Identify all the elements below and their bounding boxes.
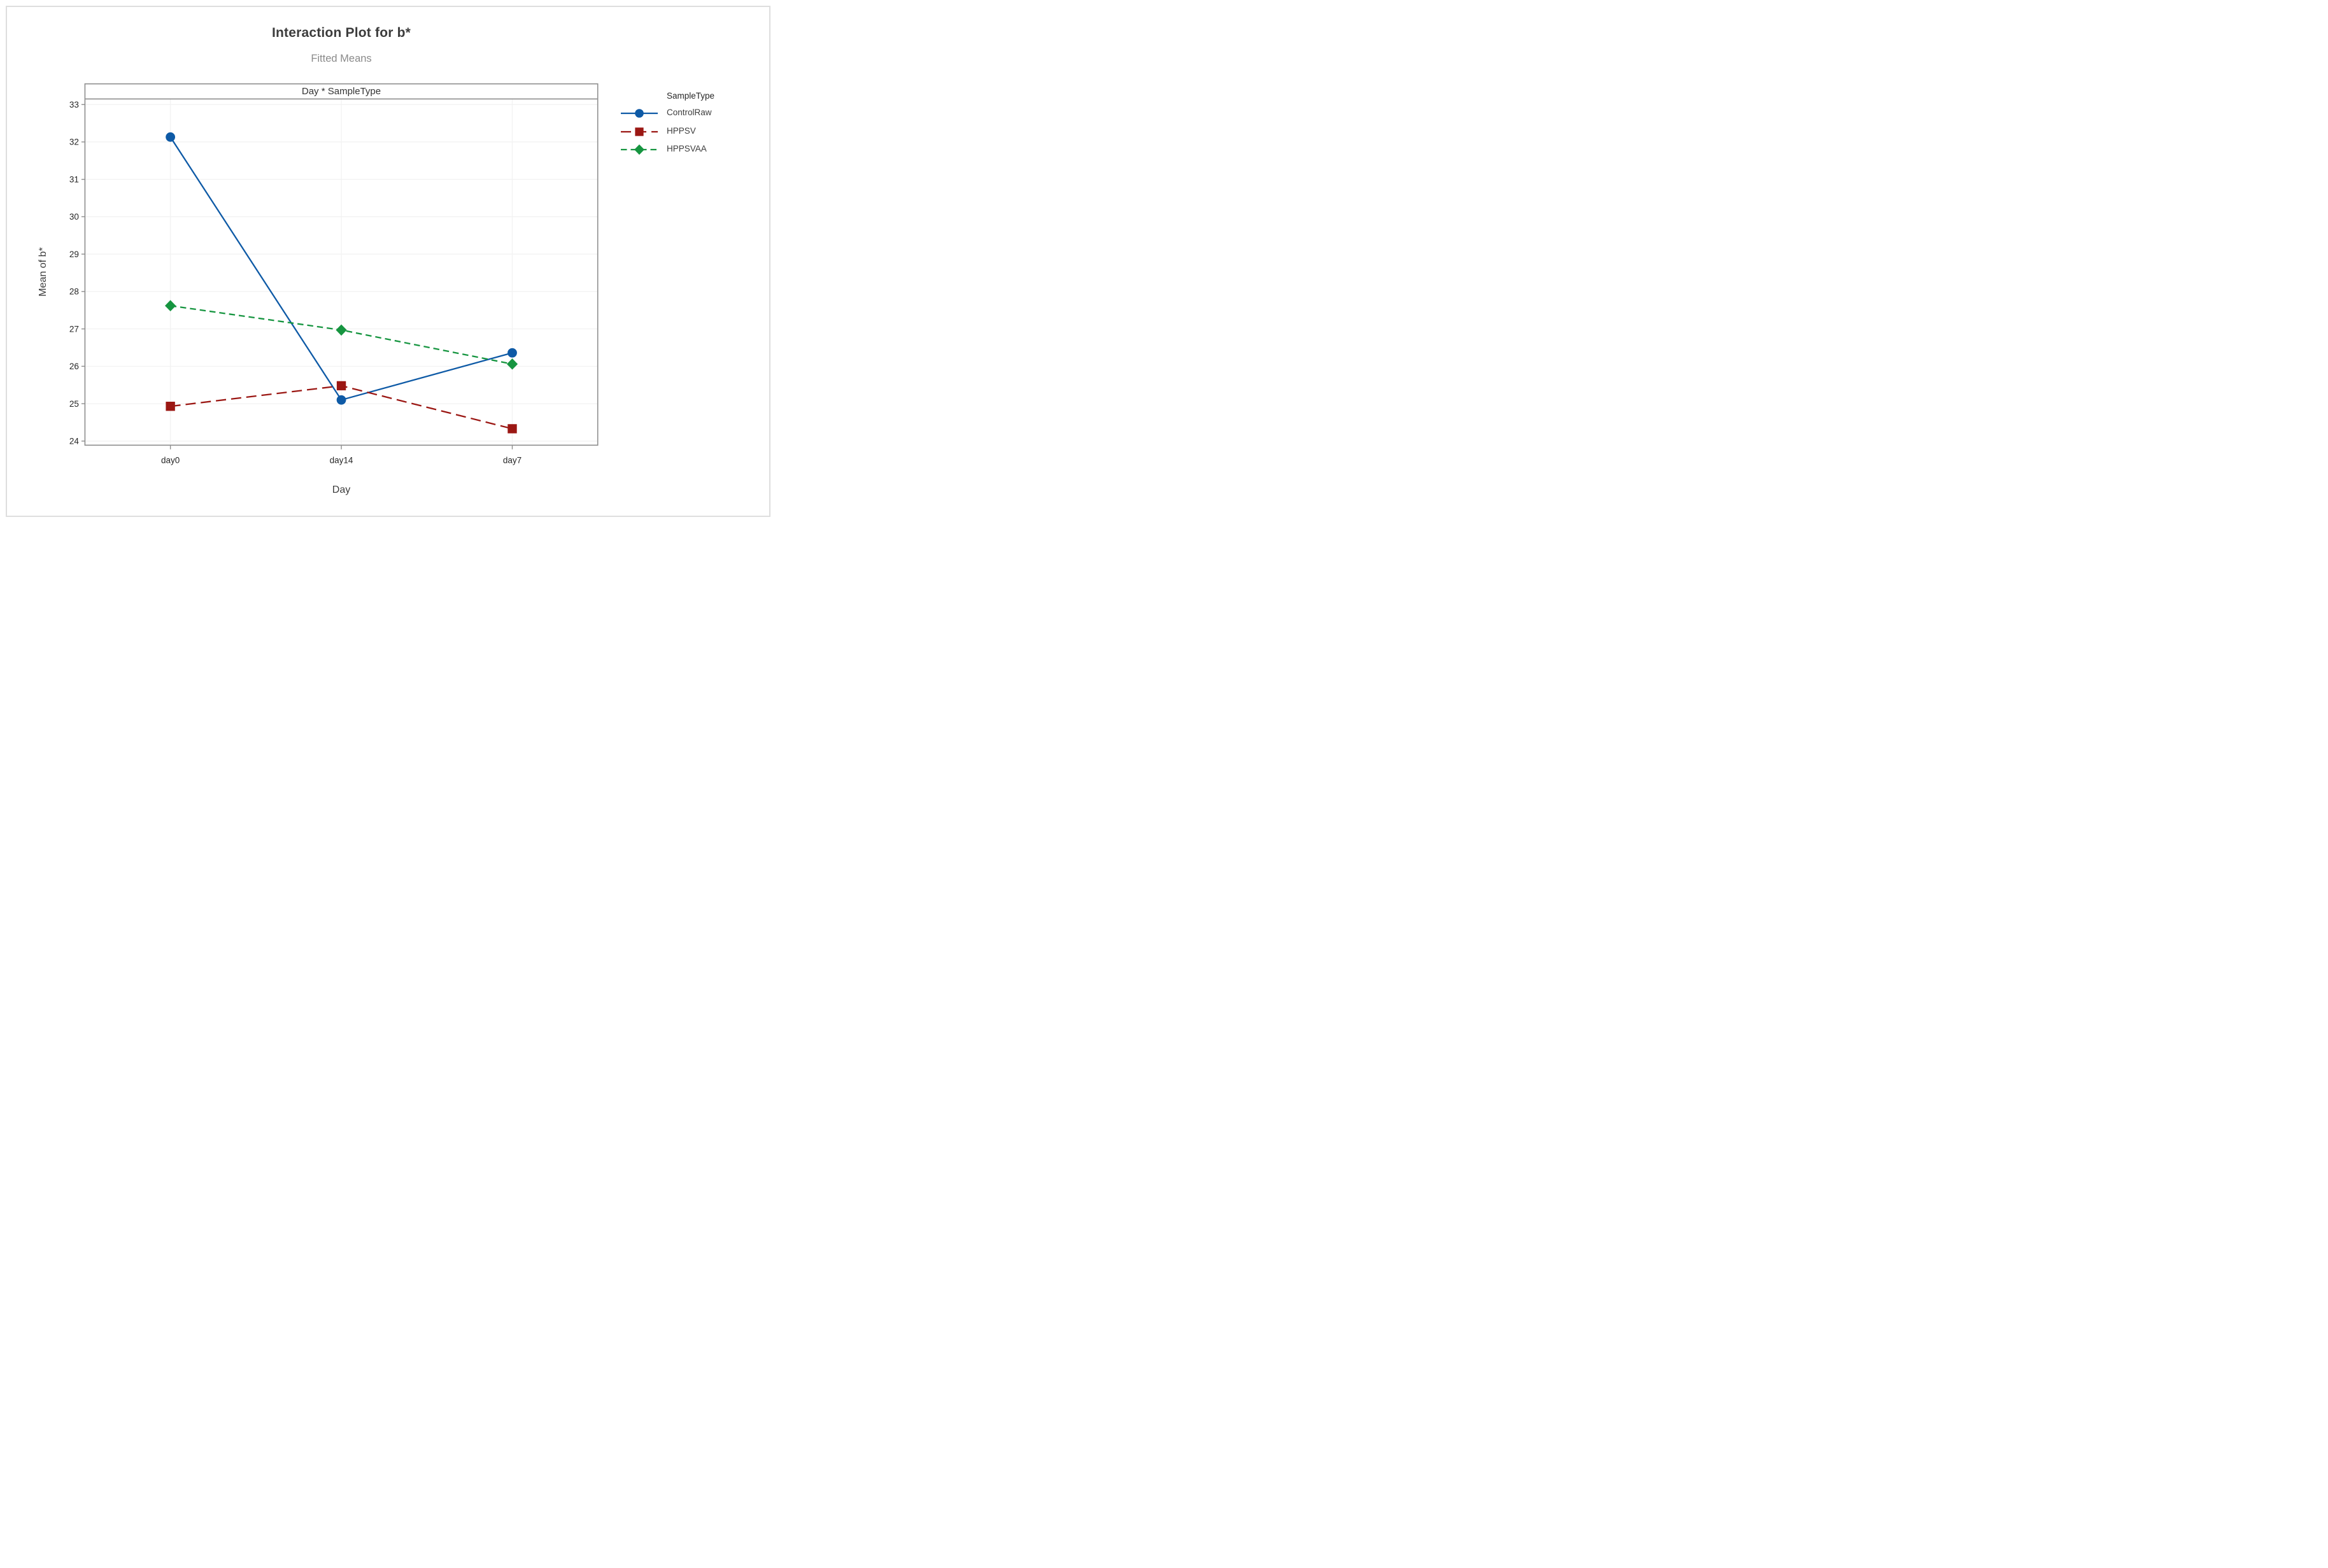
x-axis-title: Day [332, 484, 351, 495]
y-tick-label-24: 24 [69, 437, 80, 446]
y-tick-label-29: 29 [69, 250, 79, 259]
panel-header: Day * SampleType [301, 86, 381, 97]
y-tick-label-26: 26 [69, 362, 79, 371]
data-point-HPPSVAA-day14 [336, 324, 347, 336]
x-tick-label-day0: day0 [161, 455, 180, 465]
y-tick-label-25: 25 [69, 399, 79, 409]
y-tick-label-28: 28 [69, 287, 79, 297]
data-point-HPPSV-day0 [166, 402, 175, 411]
interaction-plot-area: 24 25 26 27 28 29 30 31 32 33 day0 day14 day7 [69, 83, 599, 465]
x-tick-label-day14: day14 [330, 455, 353, 465]
data-point-ControlRaw-day14 [336, 395, 346, 405]
y-tick-label-33: 33 [69, 100, 79, 109]
series-ControlRaw [166, 132, 517, 405]
series-HPPSVAA [165, 300, 518, 370]
x-tick-label-day7: day7 [503, 455, 522, 465]
data-point-ControlRaw-day7 [507, 348, 517, 358]
y-tick-label-30: 30 [69, 212, 79, 222]
y-axis-title: Mean of b* [38, 247, 48, 297]
y-tick-label-32: 32 [69, 138, 79, 147]
data-point-HPPSVAA-day7 [506, 358, 518, 370]
data-point-HPPSV-day7 [507, 424, 517, 434]
data-point-HPPSVAA-day0 [165, 300, 176, 312]
series-HPPSV [166, 381, 517, 434]
data-point-HPPSV-day14 [336, 381, 346, 391]
y-tick-label-27: 27 [69, 324, 79, 334]
chart-subtitle: Fitted Means [311, 53, 372, 64]
chart-title: Interaction Plot for b* [271, 25, 411, 40]
minitab-graph-canvas: Interaction Plot for b* Fitted Means 24 2… [0, 0, 776, 523]
y-tick-label-31: 31 [69, 174, 79, 184]
data-point-ControlRaw-day0 [166, 132, 176, 142]
